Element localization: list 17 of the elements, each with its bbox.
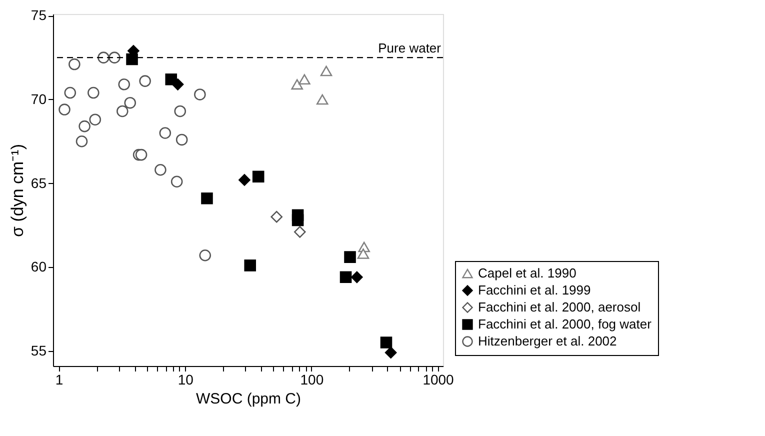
- x-tick-label: 1000: [422, 372, 454, 388]
- legend-label: Facchini et al. 1999: [478, 282, 591, 298]
- legend-label: Hitzenberger et al. 2002: [478, 334, 617, 348]
- legend-label: Capel et al. 1990: [478, 266, 576, 280]
- x-tick-label: 100: [300, 372, 324, 388]
- x-axis-title: WSOC (ppm C): [196, 390, 302, 408]
- x-tick-label: 1: [55, 372, 64, 388]
- y-tick-label: 60: [30, 258, 47, 275]
- y-tick-label: 75: [30, 7, 47, 24]
- legend-label: Facchini et al. 2000, fog water: [478, 316, 652, 332]
- y-tick-label: 55: [30, 342, 47, 358]
- y-axis-title: σ (dyn cm⁻¹): [8, 144, 27, 237]
- legend-label: Facchini et al. 2000, aerosol: [478, 300, 641, 314]
- x-tick-label: 10: [178, 372, 194, 388]
- y-tick-label: 65: [30, 174, 47, 191]
- ref-line-label: Pure water: [378, 40, 442, 56]
- y-tick-label: 70: [30, 90, 47, 107]
